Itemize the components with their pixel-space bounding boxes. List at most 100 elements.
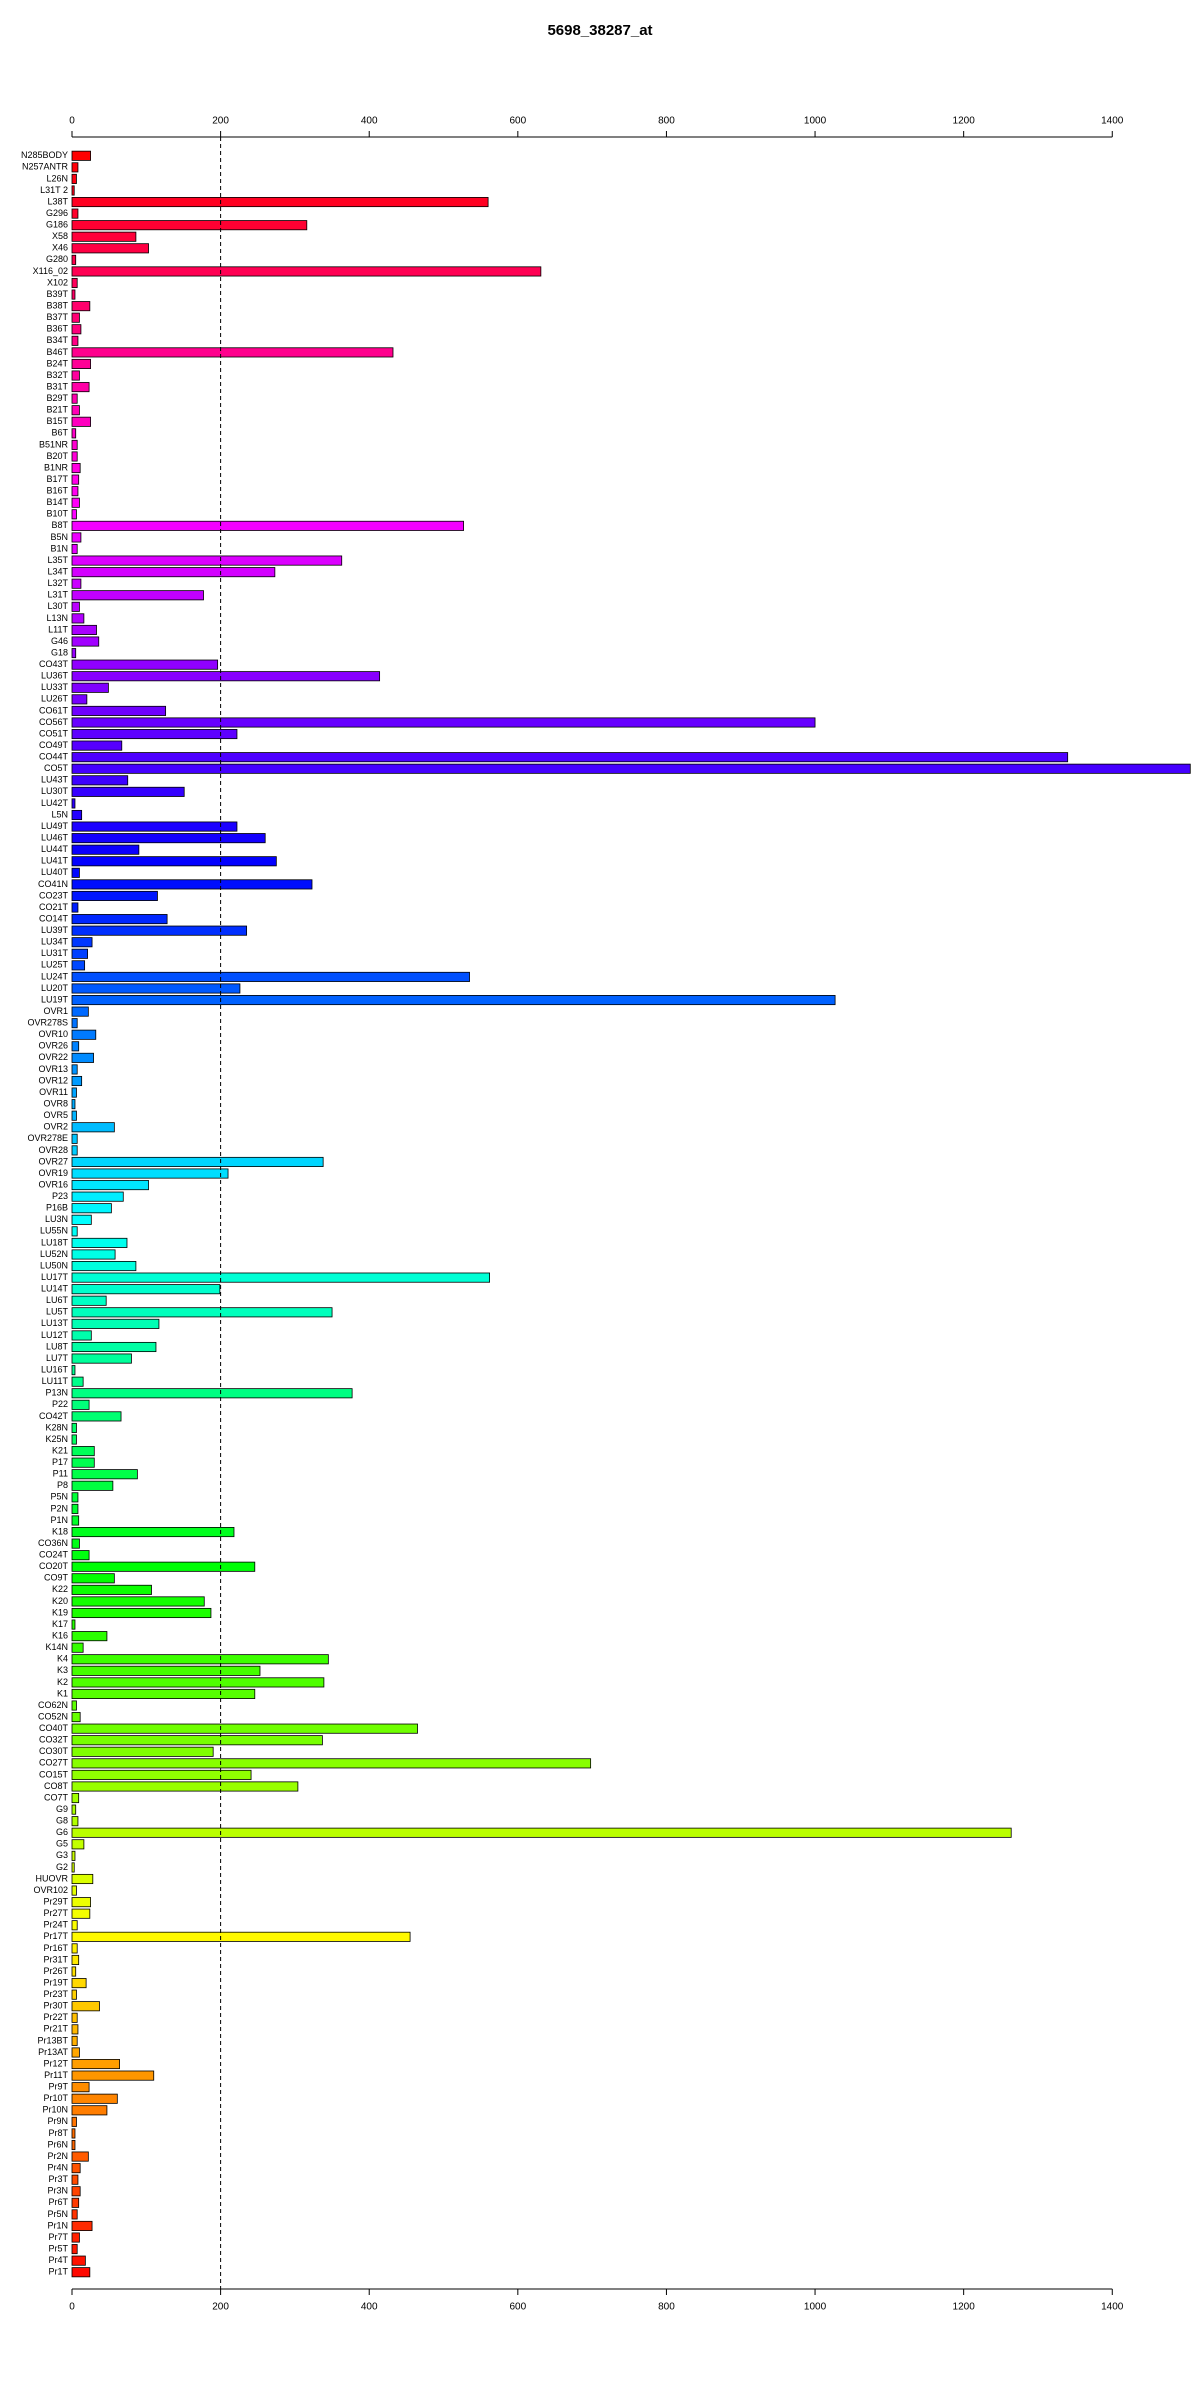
bar bbox=[71, 948, 89, 959]
bar bbox=[71, 370, 80, 381]
bar bbox=[71, 1978, 87, 1989]
category-label: X58 bbox=[52, 231, 68, 241]
bar bbox=[71, 1318, 160, 1329]
bar bbox=[71, 1122, 115, 1133]
bar bbox=[71, 648, 77, 659]
x-tick-label: 1200 bbox=[953, 116, 976, 127]
bar bbox=[71, 1873, 94, 1885]
category-label: K16 bbox=[52, 1631, 68, 1641]
bar bbox=[71, 1434, 77, 1445]
category-label: CO41N bbox=[38, 879, 68, 889]
category-label: B37T bbox=[46, 312, 68, 322]
x-tick-label: 1400 bbox=[1101, 116, 1124, 127]
bar bbox=[71, 1862, 75, 1873]
category-label: L35T bbox=[47, 555, 68, 565]
category-label: LU52N bbox=[40, 1249, 68, 1259]
bar bbox=[71, 867, 80, 878]
category-label: OVR12 bbox=[38, 1075, 68, 1085]
bar bbox=[71, 1943, 78, 1954]
category-label: B1N bbox=[50, 543, 68, 553]
category-label: P16B bbox=[46, 1203, 68, 1213]
bar bbox=[71, 1237, 128, 1248]
bar bbox=[71, 2082, 90, 2093]
category-label: LU55N bbox=[40, 1226, 68, 1236]
category-label: P2N bbox=[50, 1503, 68, 1513]
bar bbox=[71, 1029, 97, 1040]
bar bbox=[71, 1330, 92, 1341]
category-label: K14N bbox=[45, 1642, 68, 1652]
category-label: Pr30T bbox=[43, 2001, 68, 2011]
category-label: B6T bbox=[51, 428, 68, 438]
category-label: CO5T bbox=[44, 763, 69, 773]
bar bbox=[71, 1180, 149, 1191]
category-label: LU50N bbox=[40, 1260, 68, 1270]
category-label: OVR22 bbox=[38, 1052, 68, 1062]
category-label: LU3N bbox=[45, 1214, 68, 1224]
category-label: Pr22T bbox=[43, 2012, 68, 2022]
category-label: OVR8 bbox=[43, 1099, 68, 1109]
category-label: L38T bbox=[47, 196, 68, 206]
bar bbox=[71, 879, 313, 890]
bar bbox=[71, 844, 140, 855]
category-label: LU41T bbox=[41, 856, 69, 866]
bar bbox=[71, 2151, 89, 2162]
category-label: LU40T bbox=[41, 867, 69, 877]
category-label: L31T bbox=[47, 590, 68, 600]
category-label: CO36N bbox=[38, 1538, 68, 1548]
category-label: G296 bbox=[46, 208, 68, 218]
category-label: LU19T bbox=[41, 994, 69, 1004]
bar bbox=[71, 1769, 252, 1780]
category-label: CO44T bbox=[39, 752, 69, 762]
bar bbox=[71, 1203, 112, 1214]
bar bbox=[71, 971, 470, 982]
x-tick-label: 1400 bbox=[1101, 2302, 1124, 2313]
bar bbox=[71, 1561, 256, 1572]
category-label: CO56T bbox=[39, 717, 69, 727]
category-label: L34T bbox=[47, 567, 68, 577]
bar bbox=[71, 405, 80, 416]
bar bbox=[71, 2267, 91, 2278]
bar bbox=[71, 197, 489, 208]
bar bbox=[71, 1804, 77, 1815]
bar bbox=[71, 1457, 95, 1468]
bar bbox=[71, 1827, 1012, 1838]
bar bbox=[71, 1677, 325, 1688]
bar bbox=[71, 2070, 155, 2081]
category-label: B38T bbox=[46, 301, 68, 311]
bar bbox=[71, 1850, 76, 1861]
category-label: L30T bbox=[47, 601, 68, 611]
bar bbox=[71, 520, 464, 531]
bar bbox=[71, 1469, 138, 1480]
x-tick-label: 200 bbox=[212, 116, 229, 127]
x-tick-label: 0 bbox=[69, 2302, 75, 2313]
bar bbox=[71, 729, 238, 740]
bar bbox=[71, 2012, 78, 2023]
bar bbox=[71, 1573, 115, 1584]
category-label: G5 bbox=[56, 1839, 68, 1849]
bar bbox=[71, 1133, 78, 1144]
bar bbox=[71, 416, 91, 427]
x-tick-label: 1000 bbox=[804, 116, 827, 127]
bar bbox=[71, 2174, 79, 2185]
category-label: HUOVR bbox=[35, 1873, 68, 1883]
category-label: L13N bbox=[46, 613, 68, 623]
category-label: OVR27 bbox=[38, 1156, 68, 1166]
category-label: G46 bbox=[51, 636, 68, 646]
category-label: Pr6T bbox=[48, 2197, 68, 2207]
x-tick-label: 0 bbox=[69, 116, 75, 127]
category-label: LU12T bbox=[41, 1330, 69, 1340]
category-label: CO43T bbox=[39, 659, 69, 669]
category-label: LU36T bbox=[41, 671, 69, 681]
bar bbox=[71, 1388, 353, 1399]
bar bbox=[71, 312, 80, 323]
category-label: P23 bbox=[52, 1191, 68, 1201]
category-label: N285BODY bbox=[21, 150, 68, 160]
category-label: B24T bbox=[46, 358, 68, 368]
bar bbox=[71, 601, 80, 612]
category-label: LU30T bbox=[41, 786, 69, 796]
bar bbox=[71, 694, 88, 705]
bar bbox=[71, 1446, 95, 1457]
category-label: Pr12T bbox=[43, 2058, 68, 2068]
bar bbox=[71, 347, 394, 358]
x-tick-label: 1000 bbox=[804, 2302, 827, 2313]
